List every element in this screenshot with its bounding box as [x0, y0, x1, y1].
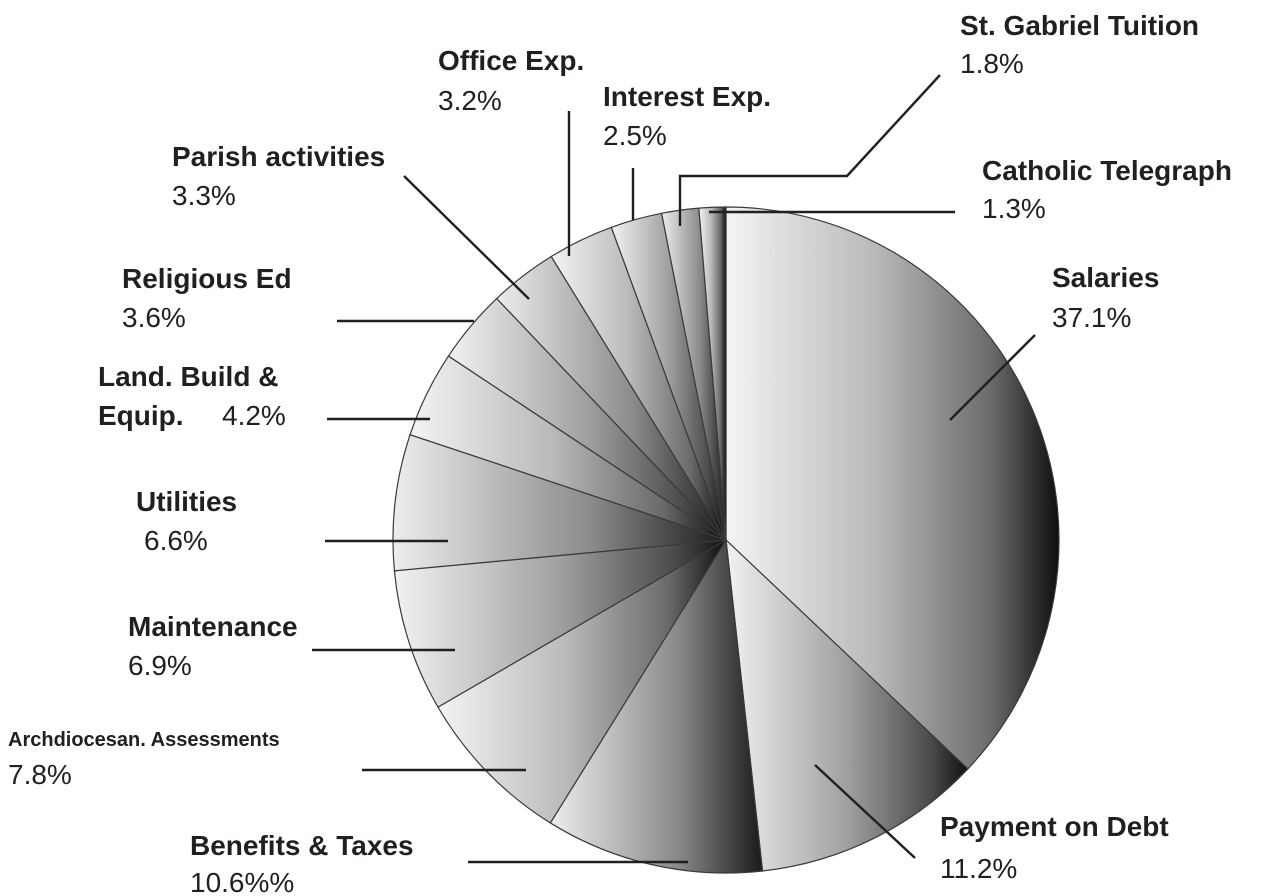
leader-lines: [312, 74, 1036, 864]
label-catholic-telegraph: Catholic Telegraph: [982, 155, 1232, 186]
pct-catholic-telegraph: 1.3%: [982, 193, 1046, 224]
leader-payment-on-debt: [814, 764, 916, 859]
pie-slices: [392, 206, 1060, 874]
pie-slice-maintenance: [393, 539, 727, 708]
pie-slice-catholic-telegraph: [698, 206, 727, 541]
slice-labels: Salaries 37.1% Payment on Debt 11.2% Ben…: [8, 10, 1232, 896]
label-land-build-line1: Land. Build &: [98, 361, 278, 392]
label-utilities: Utilities: [136, 486, 237, 517]
pct-religious-ed: 3.6%: [122, 302, 186, 333]
pct-office-exp: 3.2%: [438, 85, 502, 116]
label-maintenance: Maintenance: [128, 611, 298, 642]
label-interest-exp: Interest Exp.: [603, 81, 771, 112]
label-religious-ed: Religious Ed: [122, 263, 292, 294]
pie-slice-payment-on-debt: [725, 538, 969, 872]
pct-parish-activities: 3.3%: [172, 180, 236, 211]
pct-utilities: 6.6%: [144, 525, 208, 556]
pie-slice-utilities: [392, 433, 727, 572]
pie-slice-benefits-taxes: [549, 538, 764, 874]
pct-payment-on-debt: 11.2%: [940, 853, 1017, 884]
pct-st-gabriel-tuition: 1.8%: [960, 48, 1024, 79]
pie-slice-salaries: [725, 206, 1060, 770]
pct-maintenance: 6.9%: [128, 650, 192, 681]
label-benefits-taxes: Benefits & Taxes: [190, 830, 414, 861]
pct-archdiocesan-assessments: 7.8%: [8, 759, 72, 790]
label-parish-activities: Parish activities: [172, 141, 385, 172]
pct-benefits-taxes: 10.6%%: [190, 867, 294, 896]
leader-parish-activities: [403, 175, 530, 300]
label-land-build-line2: Equip.: [98, 400, 184, 431]
pct-land-build: 4.2%: [222, 400, 286, 431]
pie-slice-archdiocesan-assessments: [437, 539, 727, 824]
pct-salaries: 37.1%: [1052, 302, 1131, 333]
label-payment-on-debt: Payment on Debt: [940, 811, 1169, 842]
leader-st-gabriel-tuition: [678, 74, 941, 226]
pct-interest-exp: 2.5%: [603, 120, 667, 151]
label-office-exp: Office Exp.: [438, 45, 584, 76]
label-archdiocesan-assessments: Archdiocesan. Assessments: [8, 729, 280, 751]
label-st-gabriel-tuition: St. Gabriel Tuition: [960, 10, 1199, 41]
label-salaries: Salaries: [1052, 262, 1159, 293]
leader-salaries: [949, 334, 1036, 421]
